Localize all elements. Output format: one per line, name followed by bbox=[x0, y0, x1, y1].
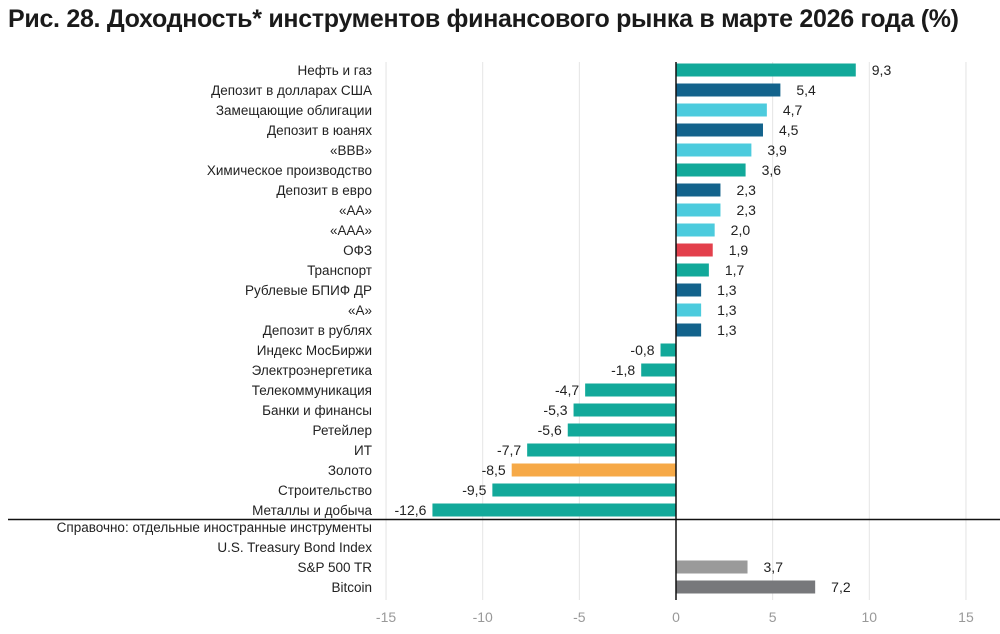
category-label: S&P 500 TR bbox=[297, 560, 372, 575]
category-label: Замещающие облигации bbox=[216, 103, 372, 118]
data-label: 2,3 bbox=[736, 182, 756, 198]
data-label: 4,7 bbox=[783, 102, 803, 118]
x-tick-label: 15 bbox=[958, 609, 974, 625]
bar bbox=[676, 123, 763, 137]
bar bbox=[676, 83, 781, 97]
data-label: -0,8 bbox=[630, 342, 654, 358]
data-label: 2,3 bbox=[736, 202, 756, 218]
data-label: 1,7 bbox=[725, 262, 745, 278]
category-label: «BBB» bbox=[330, 143, 372, 158]
category-label: «AAA» bbox=[330, 223, 372, 238]
bar bbox=[676, 183, 721, 197]
category-label: Рублевые БПИФ ДР bbox=[245, 283, 372, 298]
bar bbox=[676, 303, 702, 317]
bar bbox=[676, 203, 721, 217]
category-label: Нефть и газ bbox=[297, 63, 372, 78]
bar bbox=[511, 463, 676, 477]
data-label: -12,6 bbox=[395, 502, 427, 518]
data-label: -8,5 bbox=[482, 462, 506, 478]
bar bbox=[676, 580, 816, 594]
data-label: 4,5 bbox=[779, 122, 799, 138]
bar bbox=[660, 343, 676, 357]
data-label: -9,5 bbox=[462, 482, 486, 498]
x-tick-label: -5 bbox=[573, 609, 586, 625]
x-tick-label: 0 bbox=[672, 609, 680, 625]
bar bbox=[567, 423, 676, 437]
category-label: Строительство bbox=[278, 483, 372, 498]
category-label: Банки и финансы bbox=[262, 403, 372, 418]
data-label: -7,7 bbox=[497, 442, 521, 458]
data-label: 9,3 bbox=[872, 62, 892, 78]
bar bbox=[585, 383, 676, 397]
category-label: ИТ bbox=[354, 443, 372, 458]
x-tick-label: -10 bbox=[473, 609, 493, 625]
category-label: Электроэнергетика bbox=[252, 363, 373, 378]
bar bbox=[573, 403, 676, 417]
category-label: Золото bbox=[328, 463, 372, 478]
category-label: «AA» bbox=[339, 203, 372, 218]
x-tick-label: 5 bbox=[769, 609, 777, 625]
data-label: -1,8 bbox=[611, 362, 635, 378]
data-label: 3,6 bbox=[762, 162, 782, 178]
data-label: 1,9 bbox=[729, 242, 749, 258]
data-label: 7,2 bbox=[831, 579, 851, 595]
data-label: 3,7 bbox=[764, 559, 784, 575]
category-label: Ретейлер bbox=[313, 423, 372, 438]
bar bbox=[676, 243, 713, 257]
bar bbox=[676, 323, 702, 337]
bar bbox=[676, 143, 752, 157]
category-label: Депозит в рублях bbox=[263, 323, 372, 338]
x-tick-label: -15 bbox=[376, 609, 396, 625]
category-label: «A» bbox=[348, 303, 372, 318]
bar bbox=[676, 163, 746, 177]
bar bbox=[527, 443, 676, 457]
category-label: Депозит в юанях bbox=[267, 123, 372, 138]
data-label: 3,9 bbox=[767, 142, 787, 158]
category-label: Металлы и добыча bbox=[252, 503, 372, 518]
category-label: Телекоммуникация bbox=[252, 383, 372, 398]
bar bbox=[676, 560, 748, 574]
bar bbox=[676, 103, 767, 117]
data-label: 1,3 bbox=[717, 322, 737, 338]
bar bbox=[641, 363, 676, 377]
bar bbox=[432, 503, 676, 517]
category-label: Депозит в евро bbox=[276, 183, 372, 198]
category-label: Bitcoin bbox=[331, 580, 372, 595]
reference-heading: Справочно: отдельные иностранные инструм… bbox=[57, 520, 372, 535]
data-label: -5,3 bbox=[543, 402, 567, 418]
category-label: Химическое производство bbox=[207, 163, 372, 178]
data-label: 1,3 bbox=[717, 302, 737, 318]
x-tick-label: 10 bbox=[862, 609, 878, 625]
bar bbox=[676, 283, 702, 297]
bar bbox=[676, 223, 715, 237]
data-label: 1,3 bbox=[717, 282, 737, 298]
data-label: 5,4 bbox=[796, 82, 816, 98]
data-label: -5,6 bbox=[538, 422, 562, 438]
data-label: 2,0 bbox=[731, 222, 751, 238]
category-label: ОФЗ bbox=[343, 243, 372, 258]
bar bbox=[676, 63, 856, 77]
bar bbox=[676, 263, 709, 277]
bar bbox=[492, 483, 676, 497]
category-label: U.S. Treasury Bond Index bbox=[217, 540, 372, 555]
category-label: Индекс МосБиржи bbox=[257, 343, 372, 358]
chart-title: Рис. 28. Доходность* инструментов финанс… bbox=[8, 5, 959, 33]
category-label: Транспорт bbox=[307, 263, 372, 278]
category-label: Депозит в долларах США bbox=[211, 83, 372, 98]
data-label: -4,7 bbox=[555, 382, 579, 398]
